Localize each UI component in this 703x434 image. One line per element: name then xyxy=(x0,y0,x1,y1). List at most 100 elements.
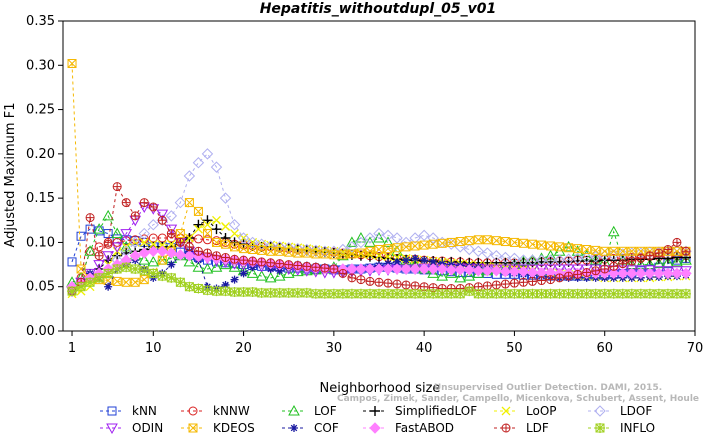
data-point-KDEOS-53 xyxy=(537,240,547,250)
data-point-LDF-16 xyxy=(202,248,212,258)
data-point-LOF-14 xyxy=(183,255,196,267)
data-point-LDF-49 xyxy=(500,279,510,289)
data-point-LDOF-35 xyxy=(373,227,385,240)
data-point-LDF-50 xyxy=(509,278,519,288)
data-point-ODIN-6 xyxy=(111,242,124,253)
data-point-LDF-24 xyxy=(275,259,285,269)
data-point-LDF-20 xyxy=(239,255,249,265)
data-point-LDF-60 xyxy=(600,264,610,274)
data-point-FastABOD-37 xyxy=(391,263,403,275)
data-point-LDF-7 xyxy=(121,198,131,208)
data-point-LDF-12 xyxy=(166,229,176,239)
data-point-INFLO-23 xyxy=(265,287,276,298)
legend-swatch-marker xyxy=(369,422,381,434)
data-point-INFLO-10 xyxy=(148,268,159,279)
data-point-INFLO-36 xyxy=(383,288,394,299)
data-point-INFLO-45 xyxy=(464,286,475,297)
data-point-LDOF-13 xyxy=(174,196,187,209)
data-point-LDOF-57 xyxy=(571,252,584,265)
data-point-LDF-37 xyxy=(392,279,402,289)
data-point-KDEOS-22 xyxy=(257,245,267,255)
data-point-KDEOS-28 xyxy=(311,249,321,259)
data-point-INFLO-53 xyxy=(536,288,547,299)
data-point-kNN-3 xyxy=(85,224,95,234)
legend-item-LDF: LDF xyxy=(494,421,549,434)
legend-swatch-marker xyxy=(501,406,511,416)
chart-title: Hepatitis_withoutdupl_05_v01 xyxy=(260,1,497,17)
data-point-LDF-66 xyxy=(654,248,664,258)
data-point-LOF-18 xyxy=(219,258,232,270)
legend-item-KDEOS: KDEOS xyxy=(181,421,255,434)
legend-label: INFLO xyxy=(620,421,655,434)
data-point-LDF-19 xyxy=(230,254,240,264)
data-point-KDEOS-54 xyxy=(546,241,556,251)
data-point-KDEOS-55 xyxy=(555,242,565,252)
data-point-INFLO-40 xyxy=(419,288,430,299)
data-point-FastABOD-65 xyxy=(644,267,656,280)
data-point-FastABOD-12 xyxy=(165,247,178,259)
data-point-KDEOS-60 xyxy=(600,246,610,256)
data-point-LDOF-47 xyxy=(481,247,494,259)
data-point-FastABOD-42 xyxy=(436,263,448,275)
data-point-LDOF-27 xyxy=(301,243,313,256)
data-point-KDEOS-13 xyxy=(175,229,185,239)
data-point-LDOF-32 xyxy=(346,241,358,253)
x-tick-label: 10 xyxy=(145,341,162,356)
legend-item-kNN: kNN xyxy=(100,404,157,418)
data-point-LoOP-14 xyxy=(184,233,194,243)
data-point-LDF-28 xyxy=(311,262,321,272)
legend-swatch-marker xyxy=(501,423,511,433)
data-point-FastABOD-45 xyxy=(463,264,475,276)
data-point-KDEOS-26 xyxy=(293,248,303,258)
legend-item-ODIN: ODIN xyxy=(100,421,163,434)
data-point-INFLO-13 xyxy=(175,277,186,288)
data-point-LDF-31 xyxy=(338,268,348,278)
data-point-LoOP-9 xyxy=(139,237,149,247)
data-point-INFLO-22 xyxy=(256,287,267,298)
data-point-KDEOS-41 xyxy=(428,239,438,249)
data-point-kNNW-7 xyxy=(121,236,131,246)
data-point-LDOF-21 xyxy=(246,236,259,249)
data-point-INFLO-27 xyxy=(301,287,312,298)
data-point-FastABOD-36 xyxy=(382,263,394,275)
data-point-KDEOS-48 xyxy=(491,236,501,246)
data-point-ODIN-4 xyxy=(93,260,105,271)
data-point-LDOF-19 xyxy=(228,219,241,231)
legend-item-FastABOD: FastABOD xyxy=(363,421,454,434)
legend-swatch-marker xyxy=(107,406,117,416)
data-point-INFLO-6 xyxy=(112,264,123,274)
data-point-KDEOS-51 xyxy=(518,238,528,248)
data-point-FastABOD-34 xyxy=(364,263,376,275)
data-point-LDOF-36 xyxy=(382,229,394,242)
data-point-KDEOS-23 xyxy=(266,246,276,256)
legend-swatch-marker xyxy=(106,423,118,434)
data-point-KDEOS-14 xyxy=(184,198,194,208)
data-point-KDEOS-47 xyxy=(482,235,492,245)
data-point-LoOP-36 xyxy=(383,252,393,262)
data-point-KDEOS-25 xyxy=(284,247,294,257)
legend-label: FastABOD xyxy=(395,421,454,434)
legend-swatch-marker xyxy=(188,423,198,433)
data-point-LOF-16 xyxy=(201,262,214,274)
data-point-kNN-5 xyxy=(103,229,113,239)
data-point-COF-40 xyxy=(420,256,429,265)
data-point-KDEOS-8 xyxy=(130,277,140,287)
data-point-INFLO-38 xyxy=(401,288,412,299)
data-point-LDOF-12 xyxy=(165,210,178,222)
y-tick-label: 0.15 xyxy=(26,191,55,206)
data-point-FastABOD-67 xyxy=(662,267,674,280)
data-point-LOF-24 xyxy=(273,270,286,281)
legend-swatch-marker xyxy=(290,424,298,432)
data-point-KDEOS-50 xyxy=(509,237,519,247)
data-point-LOF-4 xyxy=(93,223,105,234)
data-point-LDF-30 xyxy=(329,264,339,274)
data-point-LDOF-56 xyxy=(562,253,575,265)
data-point-LDOF-15 xyxy=(192,157,205,169)
data-point-INFLO-41 xyxy=(428,288,439,299)
legend-swatch-marker xyxy=(594,405,606,417)
legend-item-COF: COF xyxy=(282,421,339,434)
data-point-LDF-55 xyxy=(555,273,565,283)
data-point-LDOF-48 xyxy=(490,250,503,262)
data-point-INFLO-69 xyxy=(680,288,691,299)
data-point-COF-12 xyxy=(167,260,176,269)
